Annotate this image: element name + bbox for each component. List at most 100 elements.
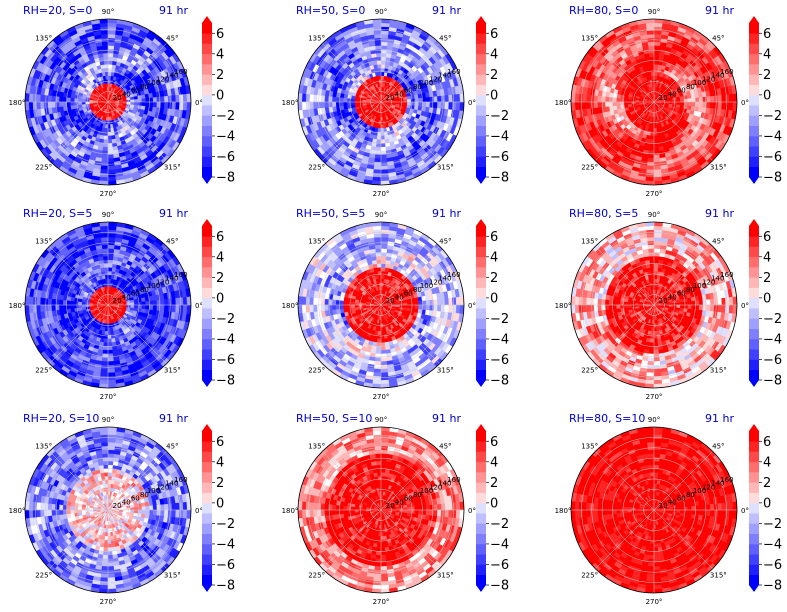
colorbar-segment <box>202 33 212 44</box>
field-cell <box>612 101 617 107</box>
field-cell <box>101 41 109 46</box>
field-cell <box>152 101 158 108</box>
colorbar-segment <box>476 156 486 168</box>
field-cell <box>612 97 617 103</box>
field-cell <box>380 154 388 159</box>
field-cell <box>70 101 75 107</box>
field-cell <box>653 45 661 50</box>
field-cell <box>102 48 109 54</box>
field-cell <box>77 301 82 306</box>
field-cell <box>373 165 382 171</box>
field-cell <box>179 93 184 103</box>
r-tick-label: 20 <box>113 94 122 102</box>
r-tick-label: 60 <box>677 87 686 95</box>
field-cell <box>380 52 387 58</box>
field-cell <box>376 56 382 61</box>
field-cell <box>137 304 143 309</box>
field-cell <box>627 99 632 103</box>
panel-time-label: 91 hr <box>705 4 734 17</box>
colorbar-segment <box>202 43 212 55</box>
field-cell <box>101 154 109 159</box>
field-cell <box>103 64 109 69</box>
field-cell <box>186 101 191 111</box>
polar-panel: 90°45°0°315°270°225°180°135°20 40 60 801001… <box>9 207 203 401</box>
colorbar-segment <box>476 43 486 55</box>
field-cell <box>653 41 661 46</box>
theta-tick-label: 180° <box>9 99 26 107</box>
field-cell <box>725 101 730 111</box>
field-cell <box>107 143 113 148</box>
field-cell <box>653 82 657 88</box>
field-cell <box>160 95 165 103</box>
field-cell <box>32 93 37 103</box>
field-cell <box>373 169 382 174</box>
r-tick-label: 160 <box>174 68 187 76</box>
field-cell <box>373 30 382 35</box>
colorbar-segment <box>749 125 759 137</box>
field-cell <box>107 64 113 69</box>
field-cell <box>653 135 659 140</box>
field-cell <box>375 48 382 54</box>
field-cell <box>324 101 329 109</box>
field-cell <box>593 95 598 103</box>
field-cell <box>710 101 715 109</box>
field-cell <box>182 101 188 111</box>
r-tick-label: 60 <box>404 87 413 95</box>
field-cell <box>99 180 109 185</box>
field-cell <box>648 48 655 54</box>
field-cell <box>149 300 154 306</box>
field-cell <box>107 342 113 347</box>
field-cell <box>649 139 655 144</box>
field-cell <box>101 45 109 50</box>
angular-gridline <box>380 101 440 161</box>
colorbar-tick-label: −8 <box>216 171 235 186</box>
field-cell <box>372 180 382 185</box>
field-cell <box>102 150 109 156</box>
r-tick-label: 20 <box>659 94 668 102</box>
colorbar-tick-label: −4 <box>763 129 782 144</box>
field-cell <box>732 101 737 111</box>
field-cell <box>380 173 390 178</box>
field-cell <box>100 165 109 171</box>
field-cell <box>582 101 587 110</box>
field-cell <box>616 97 621 103</box>
field-cell <box>107 255 114 261</box>
field-cell <box>380 22 390 28</box>
field-cell <box>653 67 658 73</box>
r-tick-label: 120 <box>429 75 442 83</box>
field-cell <box>721 101 726 110</box>
field-cell <box>70 97 75 103</box>
theta-tick-label: 0° <box>741 99 749 107</box>
field-cell <box>702 96 708 103</box>
colorbar-tick-label: 6 <box>490 27 498 42</box>
field-cell <box>380 135 386 140</box>
field-cell <box>698 96 704 103</box>
field-cell <box>380 48 387 54</box>
field-cell <box>459 101 464 111</box>
field-cell <box>578 101 583 111</box>
field-cell <box>648 146 655 152</box>
field-cell <box>444 94 450 103</box>
colorbar-segment <box>202 146 212 157</box>
field-cell <box>81 302 86 306</box>
field-cell <box>653 173 663 178</box>
field-cell <box>137 101 143 106</box>
field-cell <box>647 41 655 46</box>
field-cell <box>676 101 681 105</box>
field-cell <box>343 101 348 107</box>
field-cell <box>372 176 382 182</box>
theta-tick-label: 90° <box>648 8 660 16</box>
field-cell <box>51 95 56 103</box>
field-cell <box>103 338 109 343</box>
theta-tick-label: 45° <box>166 35 178 43</box>
field-cell <box>653 52 660 58</box>
field-cell <box>653 165 662 171</box>
colorbar-segment <box>749 23 759 34</box>
angular-gridline <box>322 101 382 161</box>
field-cell <box>107 26 117 31</box>
colorbar-segment <box>476 115 486 126</box>
field-cell <box>649 135 655 140</box>
field-cell <box>645 173 655 178</box>
